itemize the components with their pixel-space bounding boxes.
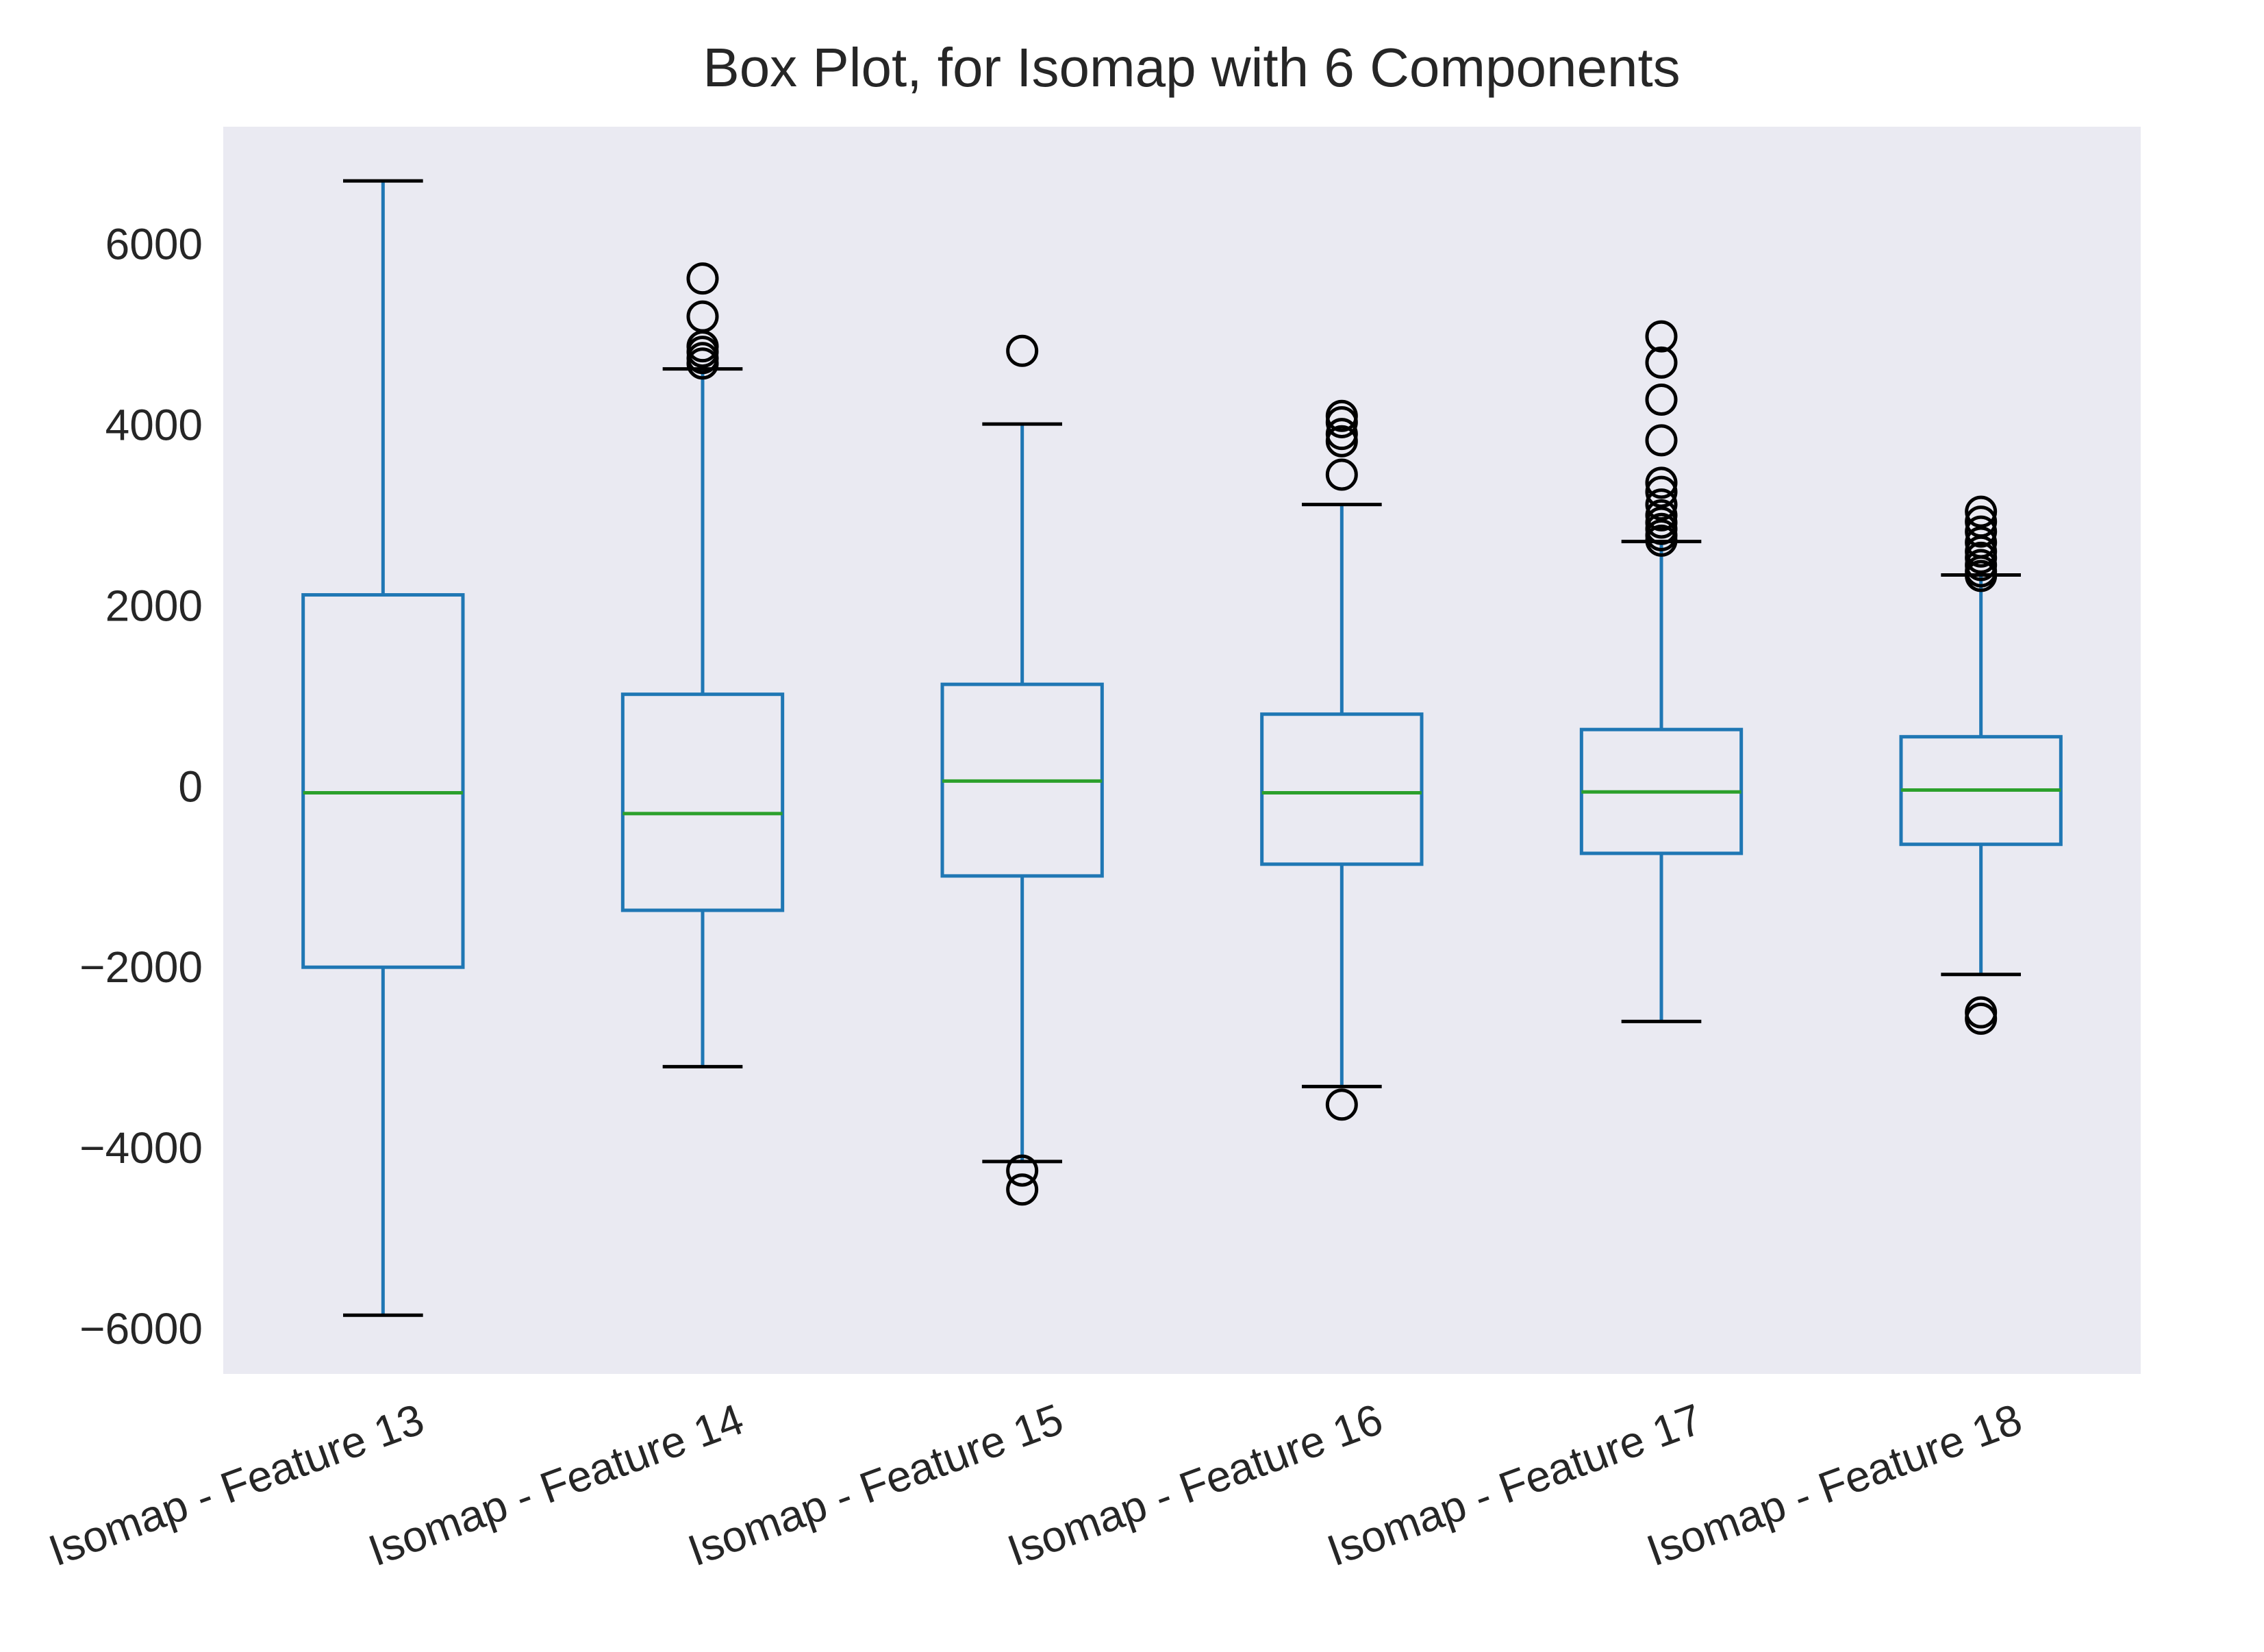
plot-area (223, 127, 2141, 1374)
flier-point (1645, 424, 1678, 457)
box-group (1899, 495, 2063, 1035)
flier-point (1965, 549, 1998, 581)
y-tick-label: −4000 (79, 1123, 203, 1173)
boxes-group (301, 179, 2063, 1317)
flier-point (1325, 425, 1358, 458)
flier-point (1006, 1173, 1039, 1206)
flier-point (1965, 1002, 1998, 1035)
y-tick-label: −2000 (79, 942, 203, 992)
iqr-box (1260, 712, 1424, 866)
flier-point (1325, 458, 1358, 491)
iqr-box (620, 692, 785, 912)
y-tick-label: −6000 (79, 1304, 203, 1353)
flier-point (1965, 526, 1998, 559)
y-axis: −6000 −4000 −2000 0 2000 4000 6000 (79, 220, 203, 1353)
flier-point (1645, 506, 1678, 539)
flier-point (1965, 495, 1998, 528)
flier-point (1645, 475, 1678, 508)
flier-point (1325, 418, 1358, 451)
flier-point (1006, 334, 1039, 367)
flier-point (1645, 320, 1678, 353)
flier-point (1965, 515, 1998, 548)
flier-point (1645, 346, 1678, 379)
flier-point (1645, 384, 1678, 416)
flier-point (1006, 1154, 1039, 1187)
y-tick-label: 6000 (105, 220, 203, 269)
flier-point (1645, 466, 1678, 499)
box-group (940, 334, 1104, 1206)
chart-title: Box Plot, for Isomap with 6 Components (703, 37, 1680, 98)
flier-point (1645, 488, 1678, 521)
flier-point (1645, 499, 1678, 531)
box-group (1579, 320, 1744, 1023)
box-group (620, 262, 785, 1068)
flier-point (686, 300, 719, 333)
y-tick-label: 2000 (105, 581, 203, 630)
box-group (1260, 399, 1424, 1121)
y-tick-label: 0 (178, 762, 203, 811)
y-tick-label: 4000 (105, 400, 203, 449)
box-group (301, 179, 465, 1317)
flier-point (1325, 399, 1358, 432)
flier-point (1965, 505, 1998, 538)
iqr-box (301, 593, 465, 969)
flier-point (1325, 1088, 1358, 1121)
flier-point (686, 262, 719, 295)
